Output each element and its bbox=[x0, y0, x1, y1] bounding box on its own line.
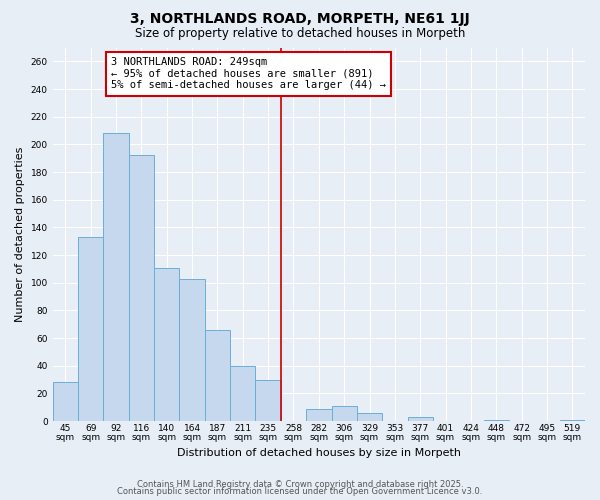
Text: 3, NORTHLANDS ROAD, MORPETH, NE61 1JJ: 3, NORTHLANDS ROAD, MORPETH, NE61 1JJ bbox=[130, 12, 470, 26]
Bar bbox=[129, 156, 154, 421]
Bar bbox=[154, 268, 179, 421]
Text: Contains public sector information licensed under the Open Government Licence v3: Contains public sector information licen… bbox=[118, 488, 482, 496]
Bar bbox=[53, 382, 78, 421]
Bar bbox=[407, 417, 433, 421]
Bar bbox=[306, 408, 332, 421]
Y-axis label: Number of detached properties: Number of detached properties bbox=[15, 146, 25, 322]
Bar bbox=[560, 420, 585, 421]
Bar bbox=[205, 330, 230, 421]
Text: Contains HM Land Registry data © Crown copyright and database right 2025.: Contains HM Land Registry data © Crown c… bbox=[137, 480, 463, 489]
Bar bbox=[357, 413, 382, 421]
Text: 3 NORTHLANDS ROAD: 249sqm
← 95% of detached houses are smaller (891)
5% of semi-: 3 NORTHLANDS ROAD: 249sqm ← 95% of detac… bbox=[111, 57, 386, 90]
Text: Size of property relative to detached houses in Morpeth: Size of property relative to detached ho… bbox=[135, 28, 465, 40]
X-axis label: Distribution of detached houses by size in Morpeth: Distribution of detached houses by size … bbox=[177, 448, 461, 458]
Bar bbox=[179, 278, 205, 421]
Bar bbox=[256, 380, 281, 421]
Bar bbox=[484, 420, 509, 421]
Bar bbox=[230, 366, 256, 421]
Bar bbox=[78, 237, 103, 421]
Bar bbox=[332, 406, 357, 421]
Bar bbox=[103, 134, 129, 421]
